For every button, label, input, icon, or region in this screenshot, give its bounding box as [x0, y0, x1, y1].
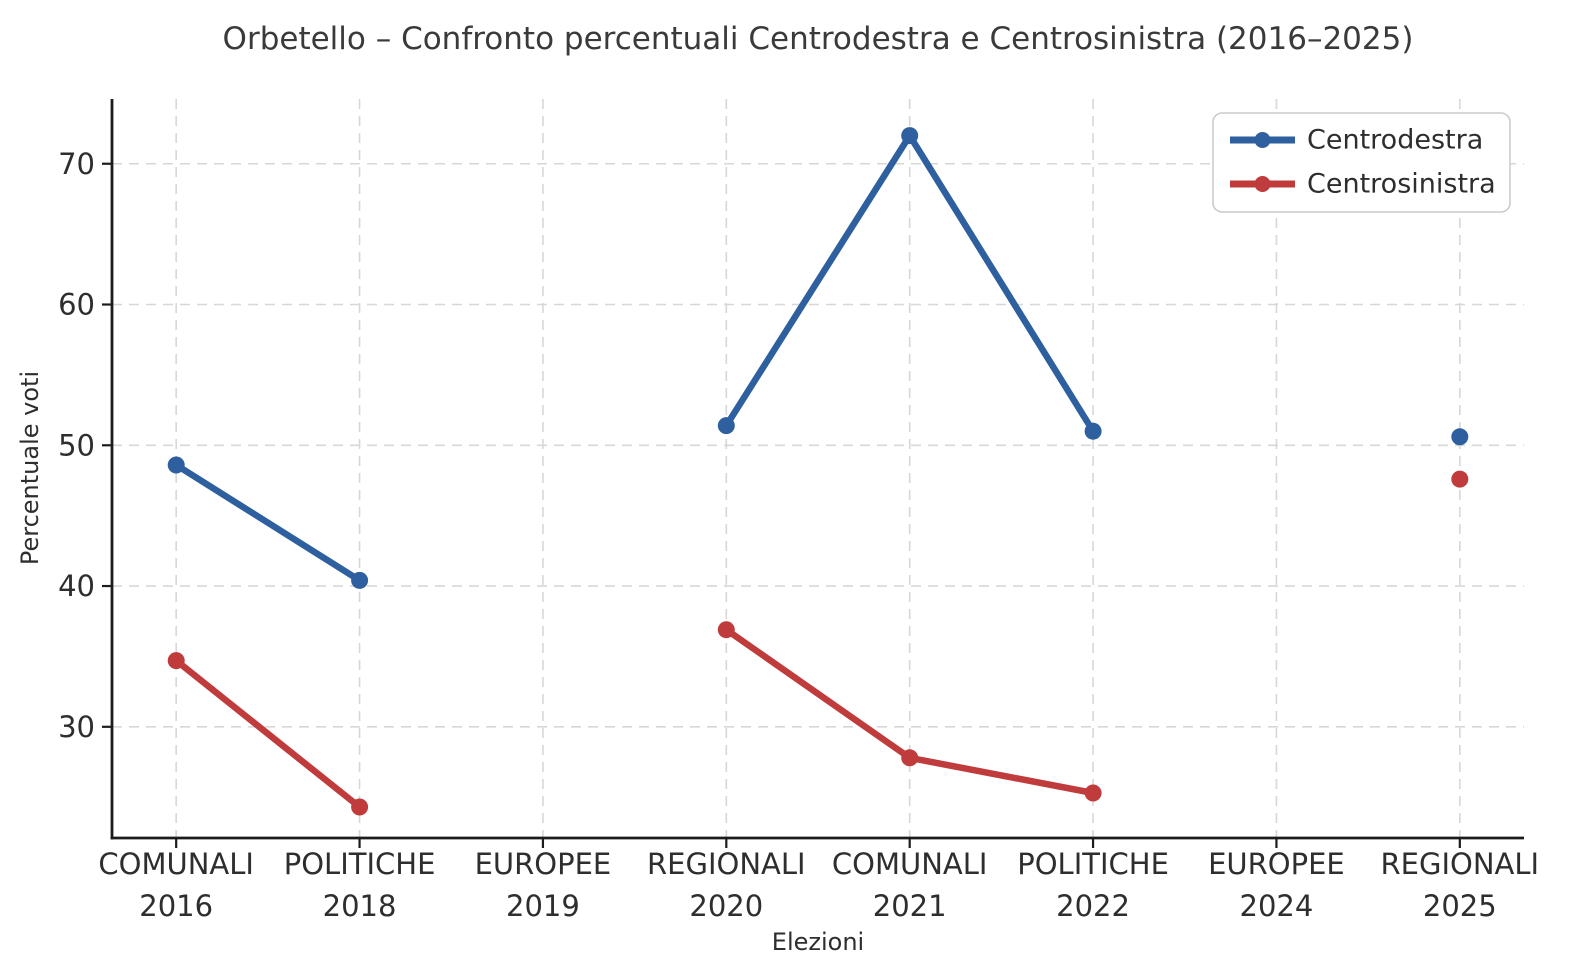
x-tick-label-type: REGIONALI: [1381, 847, 1540, 881]
x-tick-label-year: 2016: [139, 889, 213, 923]
axis-layer: 30 40 50 60 70 COMUNALI 2016 POLITICHE 2018 EUROP…: [58, 99, 1539, 923]
x-tick-label-year: 2020: [689, 889, 763, 923]
chart-title: Orbetello – Confronto percentuali Centro…: [223, 21, 1414, 57]
x-axis-title: Elezioni: [772, 928, 864, 956]
data-point-centrosinistra-2018: [351, 798, 369, 816]
x-tick-label-year: 2025: [1423, 889, 1497, 923]
x-tick-label-type: EUROPEE: [1208, 847, 1345, 881]
y-tick-label: 60: [58, 288, 95, 322]
y-tick-label: 50: [58, 428, 95, 462]
x-tick-label-type: COMUNALI: [98, 847, 254, 881]
legend-label-centrodestra: Centrodestra: [1307, 125, 1483, 156]
y-axis-title: Percentuale voti: [16, 371, 44, 565]
series-line-centrosinistra: [176, 479, 1460, 807]
y-tick-label: 70: [58, 147, 95, 181]
x-tick-label-year: 2021: [873, 889, 947, 923]
data-point-centrodestra-2022: [1084, 422, 1102, 440]
x-tick-label-type: COMUNALI: [832, 847, 988, 881]
x-tick-label-year: 2022: [1056, 889, 1130, 923]
legend-marker-centrosinistra: [1254, 176, 1271, 192]
data-point-centrosinistra-2021: [901, 749, 919, 767]
legend-item-centrodestra: Centrodestra: [1230, 125, 1483, 156]
data-point-centrodestra-2025: [1451, 428, 1469, 446]
legend: Centrodestra Centrosinistra: [1212, 112, 1511, 213]
y-tick-label: 40: [58, 569, 95, 603]
x-tick-label-year: 2019: [506, 889, 580, 923]
data-point-centrosinistra-2016: [167, 652, 185, 670]
data-point-centrosinistra-2022: [1084, 784, 1102, 802]
x-tick-label-year: 2024: [1240, 889, 1314, 923]
x-tick-label-type: POLITICHE: [1017, 847, 1169, 881]
x-tick-label-year: 2018: [323, 889, 397, 923]
data-point-centrodestra-2016: [167, 456, 185, 474]
data-point-centrodestra-2021: [901, 127, 919, 145]
legend-label-centrosinistra: Centrosinistra: [1307, 169, 1496, 200]
x-tick-label-type: POLITICHE: [284, 847, 436, 881]
y-tick-label: 30: [58, 710, 95, 744]
legend-marker-centrodestra: [1254, 132, 1271, 148]
data-point-centrodestra-2018: [351, 571, 369, 589]
legend-item-centrosinistra: Centrosinistra: [1230, 169, 1496, 200]
data-point-centrosinistra-2020: [717, 621, 735, 639]
data-point-centrodestra-2020: [717, 417, 735, 435]
x-tick-label-type: EUROPEE: [475, 847, 612, 881]
x-tick-label-type: REGIONALI: [647, 847, 806, 881]
series-layer: [167, 127, 1469, 816]
data-point-centrosinistra-2025: [1451, 470, 1469, 488]
